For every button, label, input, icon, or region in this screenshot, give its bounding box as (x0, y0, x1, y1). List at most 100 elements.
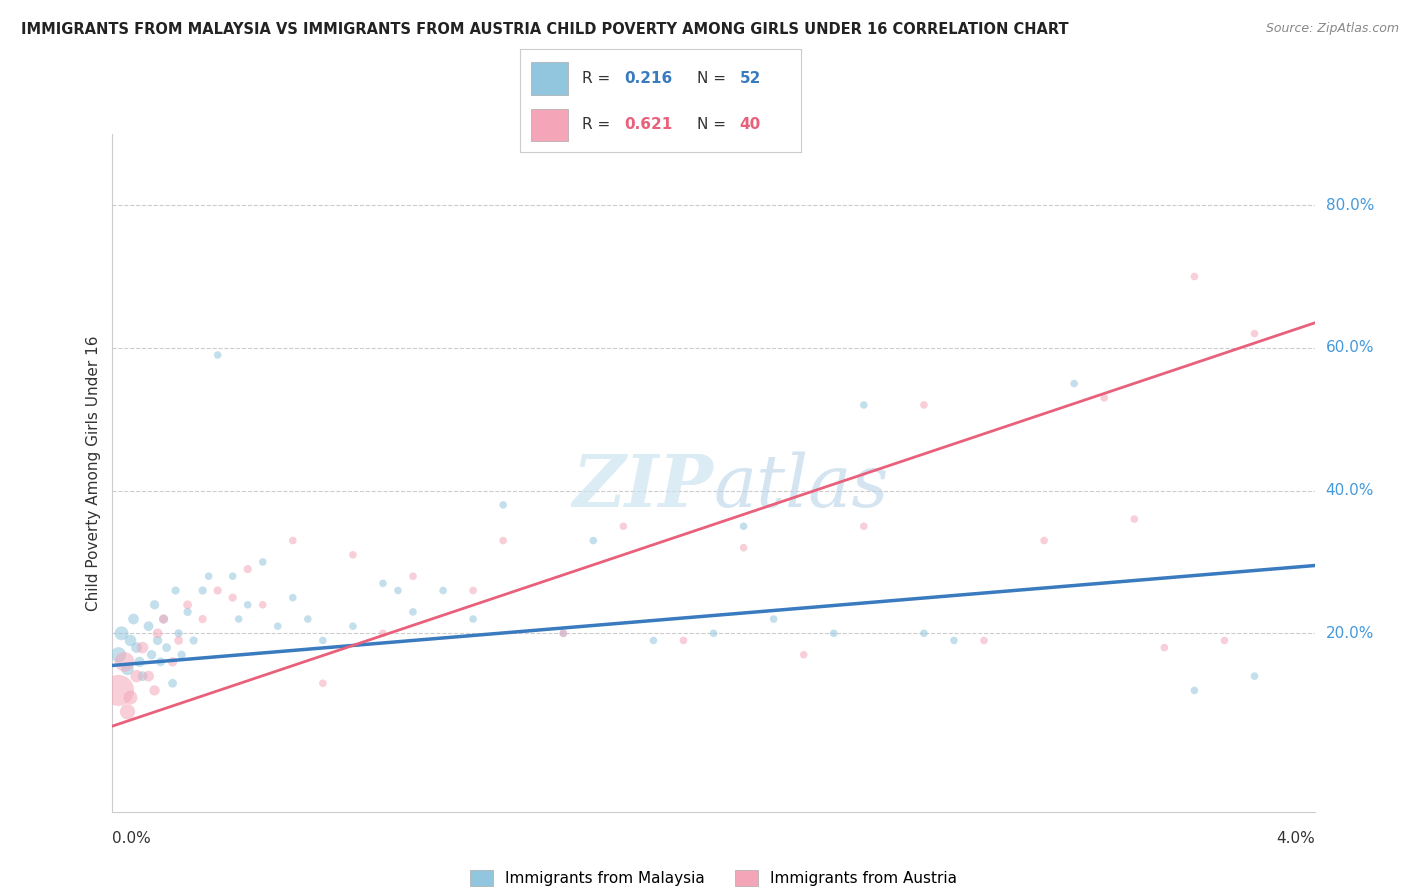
Point (207, 583, 229, 598)
Point (1243, 326, 1265, 341)
Point (176, 605, 198, 619)
Point (114, 655, 136, 669)
Point (733, 541, 755, 555)
Point (1182, 269, 1205, 284)
Point (236, 598, 259, 612)
Point (155, 640, 177, 655)
Point (973, 633, 995, 648)
Point (152, 612, 174, 626)
Point (131, 640, 153, 655)
Point (236, 562, 259, 576)
Point (553, 626, 575, 640)
Point (107, 683, 129, 698)
Text: 52: 52 (740, 71, 761, 87)
Point (733, 519, 755, 533)
Point (387, 583, 409, 598)
Text: 20.0%: 20.0% (1326, 626, 1374, 640)
Point (138, 619, 160, 633)
Text: 60.0%: 60.0% (1326, 341, 1374, 355)
Point (912, 626, 935, 640)
Text: 0.0%: 0.0% (112, 831, 152, 846)
Text: N =: N = (697, 71, 731, 87)
Point (191, 583, 214, 598)
Point (120, 690, 142, 705)
Point (197, 569, 219, 583)
Point (342, 619, 364, 633)
Point (1092, 391, 1115, 405)
Text: R =: R = (582, 118, 616, 133)
Point (228, 612, 250, 626)
Text: ZIP: ZIP (572, 450, 713, 522)
Point (252, 555, 274, 569)
Point (183, 633, 205, 648)
Point (222, 591, 245, 605)
Point (222, 569, 245, 583)
Point (492, 498, 515, 512)
Point (1063, 376, 1085, 391)
Point (281, 533, 304, 548)
Point (672, 633, 695, 648)
Point (643, 633, 665, 648)
Point (110, 626, 132, 640)
Point (146, 633, 169, 648)
Point (267, 619, 290, 633)
Point (312, 676, 335, 690)
Point (149, 655, 172, 669)
Point (252, 598, 274, 612)
Point (146, 626, 169, 640)
Text: 4.0%: 4.0% (1275, 831, 1315, 846)
Text: 40.0%: 40.0% (1326, 483, 1374, 498)
Point (176, 598, 198, 612)
Point (371, 576, 394, 591)
Text: 0.621: 0.621 (624, 118, 672, 133)
FancyBboxPatch shape (531, 62, 568, 95)
Point (125, 640, 148, 655)
Point (492, 533, 515, 548)
Point (131, 669, 153, 683)
Text: 0.216: 0.216 (624, 71, 672, 87)
Point (167, 626, 190, 640)
Y-axis label: Child Poverty Among Girls Under 16: Child Poverty Among Girls Under 16 (86, 335, 101, 610)
Point (117, 662, 139, 676)
Point (852, 519, 875, 533)
Point (612, 519, 634, 533)
Point (117, 705, 139, 719)
Point (762, 612, 785, 626)
Point (141, 648, 163, 662)
Point (461, 583, 484, 598)
Point (122, 612, 145, 626)
Point (143, 598, 166, 612)
Point (297, 612, 319, 626)
Point (312, 633, 335, 648)
Point (138, 669, 160, 683)
Text: 80.0%: 80.0% (1326, 198, 1374, 212)
Point (912, 398, 935, 412)
Point (402, 605, 425, 619)
Point (167, 633, 190, 648)
Point (152, 612, 174, 626)
Point (143, 683, 166, 698)
Point (120, 633, 142, 648)
Point (582, 533, 605, 548)
Point (125, 669, 148, 683)
Point (128, 655, 150, 669)
Point (823, 626, 845, 640)
Point (342, 548, 364, 562)
Point (165, 583, 187, 598)
Point (1213, 633, 1236, 648)
Text: atlas: atlas (713, 451, 889, 522)
Point (702, 626, 725, 640)
Point (1123, 512, 1146, 526)
Point (942, 633, 965, 648)
Point (461, 612, 484, 626)
Point (402, 569, 425, 583)
FancyBboxPatch shape (531, 109, 568, 141)
Point (281, 591, 304, 605)
Point (1153, 640, 1175, 655)
Legend: Immigrants from Malaysia, Immigrants from Austria: Immigrants from Malaysia, Immigrants fro… (464, 864, 963, 892)
Text: 40: 40 (740, 118, 761, 133)
Text: Source: ZipAtlas.com: Source: ZipAtlas.com (1265, 22, 1399, 36)
Point (107, 648, 129, 662)
Point (191, 612, 214, 626)
Point (207, 348, 229, 362)
